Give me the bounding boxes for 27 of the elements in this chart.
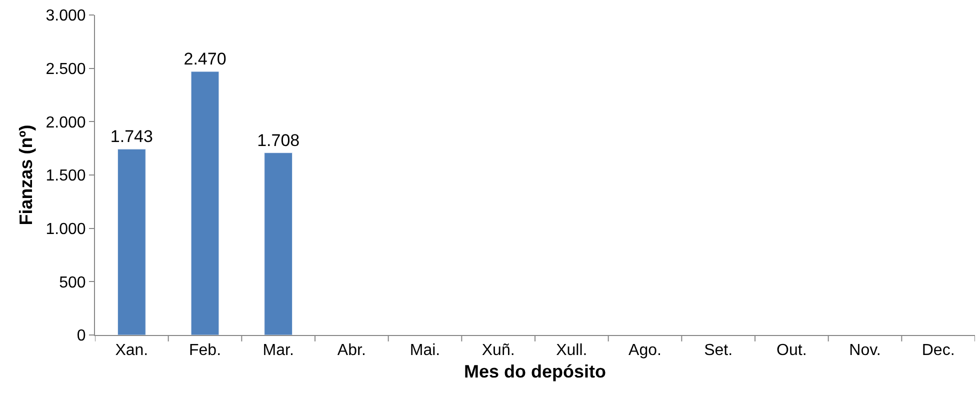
data-label: 1.708 [257, 130, 300, 150]
y-tick-label: 0 [76, 328, 86, 345]
data-label: 1.743 [110, 127, 153, 146]
x-tick-label: Feb. [188, 342, 222, 360]
y-tick-label: 2.000 [46, 114, 86, 132]
y-tick-label: 1.500 [46, 168, 86, 185]
x-tick-label: Abr. [337, 342, 366, 360]
x-tick-label: Ago. [628, 342, 662, 360]
x-tick-label: Xan. [115, 342, 148, 360]
y-tick-label: 500 [59, 274, 86, 292]
y-tick-label: 2.500 [46, 60, 86, 78]
x-tick-label: Nov. [849, 342, 881, 360]
x-tick-label: Xull. [556, 342, 588, 360]
x-tick-label: Xuñ. [482, 342, 515, 360]
y-tick-label: 1.000 [46, 220, 86, 238]
bar [264, 152, 293, 335]
x-tick-label: Dec. [922, 342, 955, 360]
bar [117, 148, 146, 335]
x-tick-label: Mai. [410, 342, 440, 360]
x-tick-label: Mar. [262, 342, 294, 360]
y-axis-title: Fianzas (nº) [16, 124, 36, 226]
y-tick-label: 3.000 [46, 8, 86, 25]
bar [190, 71, 220, 335]
data-label: 2.470 [184, 50, 226, 69]
x-tick-label: Set. [704, 342, 733, 360]
x-axis-title: Mes do depósito [464, 361, 606, 382]
x-tick-label: Out. [776, 342, 807, 360]
